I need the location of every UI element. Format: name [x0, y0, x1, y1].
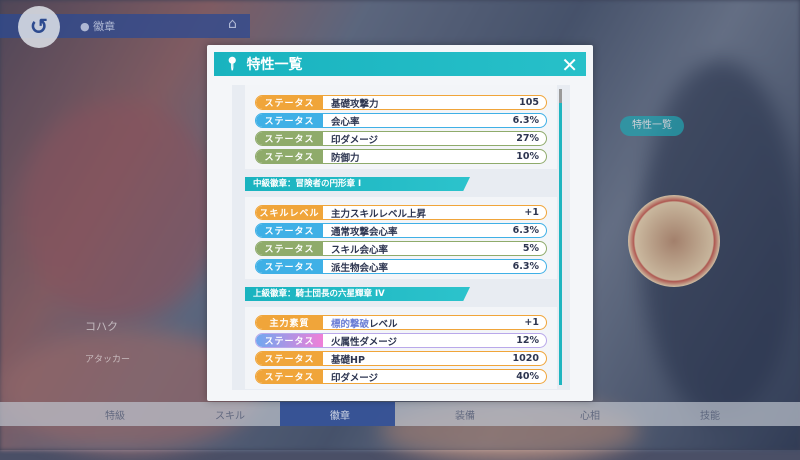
trait-name: 印ダメージ	[323, 370, 516, 384]
trait-value: 5%	[522, 243, 539, 254]
trait-value: +1	[524, 207, 539, 218]
trait-name: 会心率	[323, 114, 513, 128]
trait-name: 防御力	[323, 150, 516, 164]
tab-4[interactable]: 心相	[580, 411, 600, 422]
trait-value: +1	[524, 317, 539, 328]
trait-group: ステータス 基礎攻撃力 105 ステータス 会心率 6.3% ステータス 印ダメージ…	[245, 85, 557, 169]
trait-value: 1020	[512, 353, 539, 364]
trait-row: ステータス 印ダメージ 27%	[255, 131, 547, 146]
trait-value: 6.3%	[512, 115, 539, 126]
back-arrow-icon: ↺	[29, 14, 49, 40]
trait-type-tag: ステータス	[256, 114, 323, 127]
trait-type-tag: ステータス	[256, 96, 323, 109]
home-icon: ⌂	[228, 16, 237, 32]
trait-list-panel: ステータス 基礎攻撃力 105 ステータス 会心率 6.3% ステータス 印ダメージ…	[232, 85, 570, 390]
trait-row: ステータス スキル会心率 5%	[255, 241, 547, 256]
role-label: アタッカー	[85, 355, 131, 365]
active-tab-highlight	[280, 402, 395, 426]
trait-name-text: 基礎HP	[331, 354, 365, 366]
trait-type-tag: ステータス	[256, 370, 323, 383]
trait-row: ステータス 通常攻撃会心率 6.3%	[255, 223, 547, 238]
close-icon: ✕	[561, 53, 578, 77]
trait-type-tag: 主力素質	[256, 316, 323, 329]
tab-0[interactable]: 特級	[105, 411, 125, 422]
trait-value: 6.3%	[512, 261, 539, 272]
trait-name: 基礎攻撃力	[323, 96, 519, 110]
trait-type-tag: ステータス	[256, 334, 323, 347]
section-header: 中級徽章：冒険者の円形章 Ⅰ	[245, 177, 470, 191]
scrollbar-track-top	[559, 89, 562, 103]
trait-name-text: 基礎攻撃力	[331, 98, 379, 110]
trait-value: 40%	[516, 371, 539, 382]
trait-name: 印ダメージ	[323, 132, 516, 146]
close-button[interactable]: ✕	[561, 53, 578, 77]
trait-row: ステータス 防御力 10%	[255, 149, 547, 164]
trait-value: 6.3%	[512, 225, 539, 236]
trait-row: ステータス 印ダメージ 40%	[255, 369, 547, 384]
trait-group: スキルレベル 主力スキルレベル上昇 +1 ステータス 通常攻撃会心率 6.3% ステ…	[245, 197, 557, 279]
trait-name-text: 火属性ダメージ	[331, 336, 398, 348]
trait-type-tag: ステータス	[256, 132, 323, 145]
scrollbar[interactable]	[559, 91, 562, 385]
trait-type-tag: スキルレベル	[256, 206, 323, 219]
tab-5[interactable]: 技能	[700, 411, 720, 422]
trait-list-button[interactable]: 特性一覧	[620, 116, 684, 136]
trait-name-text: 印ダメージ	[331, 134, 379, 146]
trait-row: ステータス 会心率 6.3%	[255, 113, 547, 128]
trait-name-text: 会心率	[331, 116, 360, 128]
tab-1[interactable]: スキル	[215, 411, 245, 422]
map-pin-icon: 📍︎	[224, 56, 241, 72]
trait-name-text: スキル会心率	[331, 244, 389, 256]
trait-row: ステータス 派生物会心率 6.3%	[255, 259, 547, 274]
trait-name: スキル会心率	[323, 242, 523, 256]
bottom-tab-bar: 特級 スキル 徽章 装備 心相 技能	[0, 402, 800, 426]
trait-value: 12%	[516, 335, 539, 346]
trait-name: 通常攻撃会心率	[323, 224, 513, 238]
trait-row: ステータス 基礎HP 1020	[255, 351, 547, 366]
tab-2[interactable]: 徽章	[330, 411, 350, 422]
character-name: コハク	[85, 320, 118, 333]
modal-title: 特性一覧	[246, 57, 303, 73]
trait-row: ステータス 基礎攻撃力 105	[255, 95, 547, 110]
trait-name-text: 主力スキルレベル上昇	[331, 208, 427, 220]
trait-name: 主力スキルレベル上昇	[323, 206, 524, 220]
trait-name-text: 派生物会心率	[331, 262, 389, 274]
trait-name-text: 防御力	[331, 152, 360, 164]
trait-list-modal: 📍︎ 特性一覧 ✕ ステータス 基礎攻撃力 105 ステータス 会心率 6.3% ス…	[207, 45, 593, 401]
trait-name: 標的撃破 レベル	[323, 316, 524, 330]
trait-type-tag: ステータス	[256, 352, 323, 365]
trait-value: 105	[519, 97, 539, 108]
back-button[interactable]: ↺	[18, 6, 60, 48]
trait-type-tag: ステータス	[256, 150, 323, 163]
trait-name-text: レベル	[369, 318, 398, 330]
trait-type-tag: ステータス	[256, 242, 323, 255]
badge-disc-image	[628, 195, 720, 287]
trait-name: 火属性ダメージ	[323, 334, 516, 348]
modal-header: 📍︎ 特性一覧 ✕	[214, 52, 586, 77]
trait-group: 主力素質 標的撃破 レベル +1 ステータス 火属性ダメージ 12% ステータス 基礎…	[245, 307, 557, 389]
trait-value: 10%	[516, 151, 539, 162]
trait-name-text: 印ダメージ	[331, 372, 379, 384]
trait-row: ステータス 火属性ダメージ 12%	[255, 333, 547, 348]
tab-3[interactable]: 装備	[455, 411, 475, 422]
trait-name: 派生物会心率	[323, 260, 513, 274]
trait-type-tag: ステータス	[256, 260, 323, 273]
home-button[interactable]: ⌂	[228, 16, 237, 32]
trait-name-highlight: 標的撃破	[331, 318, 370, 330]
section-header: 上級徽章：騎士団長の六星輝章 IV	[245, 287, 470, 301]
trait-name-text: 通常攻撃会心率	[331, 226, 398, 238]
trait-type-tag: ステータス	[256, 224, 323, 237]
trait-name: 基礎HP	[323, 352, 513, 366]
trait-row: スキルレベル 主力スキルレベル上昇 +1	[255, 205, 547, 220]
trait-value: 27%	[516, 133, 539, 144]
location-label: ● 徽章	[80, 20, 116, 33]
trait-row: 主力素質 標的撃破 レベル +1	[255, 315, 547, 330]
